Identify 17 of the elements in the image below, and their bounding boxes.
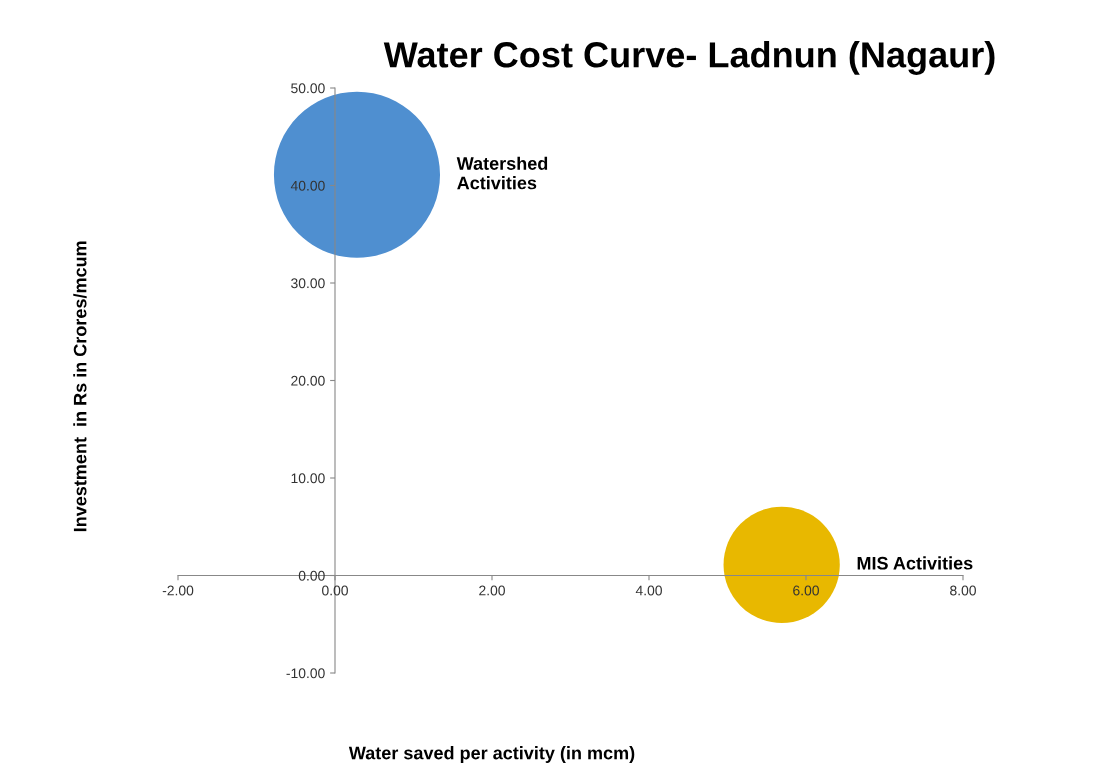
chart-title: Water Cost Curve- Ladnun (Nagaur) — [383, 41, 995, 75]
x-axis-title: Water saved per activity (in mcm) — [348, 746, 635, 763]
y-tick-label: -10.00 — [286, 668, 325, 679]
x-tick-label: -2.00 — [162, 585, 194, 596]
y-tick-label: 50.00 — [291, 83, 325, 94]
series-label: MIS Activities — [857, 556, 973, 570]
x-tick-label: 8.00 — [950, 585, 976, 596]
y-tick-label: 40.00 — [290, 180, 325, 191]
y-tick-label: 30.00 — [291, 278, 325, 289]
x-tick-label: 2.00 — [479, 585, 505, 596]
y-tick-label: 20.00 — [291, 375, 325, 386]
x-tick-label: 4.00 — [635, 585, 662, 596]
y-axis-title: Investment in Rs in Crores/mcum — [73, 241, 87, 532]
x-tick-label: 6.00 — [793, 585, 819, 596]
y-tick-label: 10.00 — [291, 473, 325, 484]
series-label: Watershed Activities — [456, 156, 548, 190]
x-tick-label: 0.00 — [322, 585, 348, 596]
